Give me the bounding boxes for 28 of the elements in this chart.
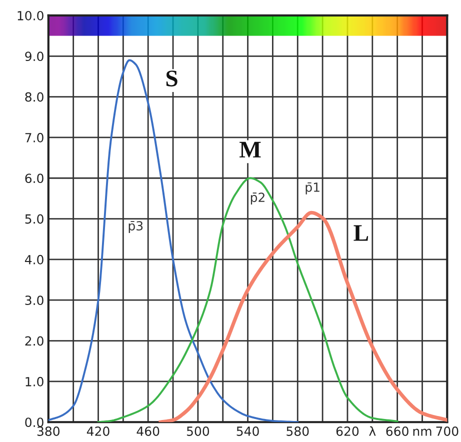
y-tick-label: 6.0 [25, 174, 44, 184]
y-tick-label: 3.0 [25, 296, 44, 306]
y-tick-label: 4.0 [24, 254, 44, 264]
series-label: M [240, 142, 261, 158]
y-tick-label: 0.0 [25, 418, 44, 428]
x-tick-label: 380 [37, 426, 60, 436]
y-tick-label: 5.0 [25, 214, 44, 224]
x-tick-label: nm [413, 428, 432, 436]
y-tick-label: 10.0 [18, 10, 44, 20]
series-label: L [354, 225, 368, 241]
x-tick-label: 540 [236, 426, 259, 436]
x-tick-label: 420 [86, 426, 110, 436]
x-tick-label: 500 [186, 426, 210, 436]
annotation: p̄3 [128, 221, 143, 233]
series-label: S [166, 70, 178, 86]
y-tick-label: 7.0 [25, 132, 44, 142]
x-tick-label: 660 [386, 426, 408, 436]
annotation: p̄2 [250, 192, 264, 205]
y-tick-label: 1.0 [26, 376, 44, 386]
y-tick-label: 9.0 [25, 52, 44, 62]
y-tick-label: 2.0 [25, 336, 44, 346]
y-tick-label: 8.0 [25, 92, 44, 102]
x-tick-label: 700 [436, 426, 458, 436]
x-tick-label: λ [369, 426, 376, 436]
x-tick-label: 620 [336, 426, 359, 436]
annotation: p̄1 [306, 182, 320, 194]
x-tick-label: 580 [286, 426, 309, 436]
x-tick-label: 460 [136, 426, 160, 436]
